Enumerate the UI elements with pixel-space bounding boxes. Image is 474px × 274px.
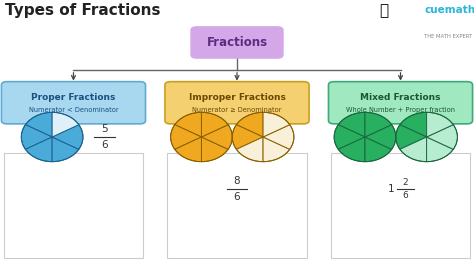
Polygon shape [427,112,453,137]
Polygon shape [400,112,427,137]
Polygon shape [26,112,52,137]
Polygon shape [175,137,201,162]
Text: Mixed Fractions: Mixed Fractions [360,93,441,102]
Text: Fractions: Fractions [207,36,267,49]
FancyBboxPatch shape [331,153,470,258]
Text: 8: 8 [234,176,240,186]
Polygon shape [201,137,228,162]
Text: 5: 5 [101,124,108,134]
Text: Whole Number + Proper fraction: Whole Number + Proper fraction [346,107,455,113]
Polygon shape [400,137,427,162]
Polygon shape [365,125,396,149]
Polygon shape [427,137,453,162]
FancyBboxPatch shape [191,27,283,58]
Text: Numerator < Denominator: Numerator < Denominator [28,107,118,113]
Polygon shape [52,112,79,137]
Polygon shape [237,137,263,162]
Polygon shape [201,125,232,149]
Text: 6: 6 [101,140,108,150]
Polygon shape [201,112,228,137]
Polygon shape [171,125,201,149]
Polygon shape [237,112,263,137]
Polygon shape [334,125,365,149]
FancyBboxPatch shape [328,82,473,124]
Text: 2: 2 [402,178,408,187]
Text: cuemath: cuemath [424,5,474,15]
Text: Numerator ≥ Denominator: Numerator ≥ Denominator [192,107,282,113]
Text: 🚀: 🚀 [379,3,389,18]
Polygon shape [396,125,427,149]
Text: 6: 6 [234,192,240,202]
FancyBboxPatch shape [4,153,143,258]
Text: Types of Fractions: Types of Fractions [5,3,160,18]
Polygon shape [427,125,457,149]
Polygon shape [338,112,365,137]
Text: Proper Fractions: Proper Fractions [31,93,116,102]
Polygon shape [26,137,52,162]
Polygon shape [232,125,263,149]
Text: THE MATH EXPERT: THE MATH EXPERT [424,34,473,39]
FancyBboxPatch shape [165,82,309,124]
Polygon shape [338,137,365,162]
Polygon shape [175,112,201,137]
Polygon shape [365,137,392,162]
Polygon shape [263,125,294,149]
Polygon shape [52,137,79,162]
Polygon shape [365,112,392,137]
Polygon shape [52,125,83,149]
Polygon shape [263,112,290,137]
Text: 6: 6 [402,192,408,200]
Text: 1: 1 [388,184,395,194]
FancyBboxPatch shape [167,153,307,258]
FancyBboxPatch shape [1,82,146,124]
Text: Improper Fractions: Improper Fractions [189,93,285,102]
Polygon shape [21,125,52,149]
Polygon shape [263,137,290,162]
